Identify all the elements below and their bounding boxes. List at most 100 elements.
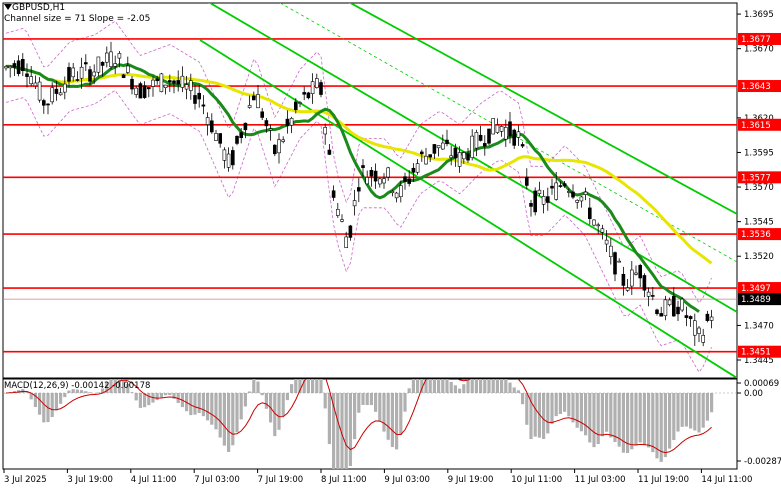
macd-histogram-bar <box>101 388 105 393</box>
time-tick-label: 7 Jul 03:00 <box>194 475 240 485</box>
candle-body <box>302 92 307 95</box>
candle-body <box>537 189 542 194</box>
macd-histogram-bar <box>521 393 525 405</box>
candle-body <box>520 144 525 147</box>
macd-histogram-bar <box>243 393 247 407</box>
macd-histogram-bar <box>71 389 75 393</box>
macd-histogram-bar <box>647 393 651 448</box>
macd-histogram-bar <box>29 393 33 400</box>
candle-body <box>646 291 651 297</box>
candle-body <box>105 52 109 63</box>
macd-histogram-bar <box>214 393 218 430</box>
candle-body <box>550 185 554 189</box>
candle-body <box>495 124 500 133</box>
candle-body <box>327 149 332 155</box>
macd-histogram-bar <box>348 393 352 467</box>
candle-body <box>461 152 466 160</box>
price-tick-label: 1.3595 <box>744 148 774 158</box>
candle-body <box>314 78 319 88</box>
macd-histogram-bar <box>542 393 546 439</box>
candle-body <box>37 81 42 101</box>
candle-body <box>671 296 676 317</box>
macd-histogram-bar <box>67 390 71 393</box>
candle-body <box>604 239 609 245</box>
channel-lower-line <box>199 39 737 378</box>
macd-histogram-bar <box>126 383 130 393</box>
macd-histogram-bar <box>626 393 630 454</box>
macd-histogram-bar <box>189 393 193 416</box>
time-tick-label: 9 Jul 03:00 <box>384 475 430 485</box>
candle-body <box>697 327 701 334</box>
candle-body <box>151 79 155 87</box>
macd-histogram-bar <box>600 393 604 437</box>
time-tick-label: 8 Jul 11:00 <box>321 475 367 485</box>
macd-histogram-bar <box>567 393 571 417</box>
candle-body <box>524 176 529 186</box>
candle-body <box>71 67 75 78</box>
candle-body <box>449 155 454 158</box>
candle-body <box>201 104 206 107</box>
time-tick-label: 9 Jul 19:00 <box>448 475 494 485</box>
candle-body <box>306 92 311 99</box>
level-label-bg <box>738 345 781 358</box>
candle-body <box>608 245 613 258</box>
lower-envelope-line <box>5 89 712 373</box>
candle-body <box>642 275 647 291</box>
symbol-label: GBPUSD,H1 <box>12 3 66 13</box>
candle-body <box>289 118 294 126</box>
candle-body <box>348 225 353 238</box>
macd-histogram-bar <box>630 393 634 450</box>
price-tick-label: 1.3520 <box>744 252 774 262</box>
macd-histogram-bar <box>164 393 168 396</box>
macd-histogram-bar <box>474 379 478 393</box>
macd-histogram-bar <box>537 393 541 438</box>
symbol-row[interactable]: GBPUSD,H1 <box>4 3 150 14</box>
candle-body <box>457 152 462 167</box>
macd-histogram-bar <box>395 393 399 450</box>
macd-histogram-bar <box>386 393 390 440</box>
macd-histogram-bar <box>458 388 462 393</box>
macd-histogram-bar <box>159 393 163 398</box>
macd-histogram-bar <box>512 387 516 393</box>
macd-histogram-bar <box>554 393 558 417</box>
candle-body <box>272 144 277 155</box>
candle-body <box>134 87 138 95</box>
macd-histogram-bar <box>117 379 121 393</box>
candle-body <box>600 228 605 233</box>
candle-body <box>428 154 433 158</box>
macd-signal-line <box>5 379 712 454</box>
macd-tick-label: 0.00069 <box>744 379 779 389</box>
macd-histogram-bar <box>516 390 520 393</box>
price-tick-label: 1.3545 <box>744 218 774 228</box>
macd-histogram-bar <box>63 393 67 398</box>
candle-body <box>100 61 105 66</box>
upper-envelope-line <box>5 20 712 304</box>
macd-histogram-bar <box>668 393 672 449</box>
macd-histogram-bar <box>96 392 100 393</box>
candle-body <box>16 60 21 74</box>
candle-body <box>96 56 101 73</box>
candle-body <box>344 236 349 249</box>
macd-histogram-bar <box>441 379 445 393</box>
candle-body <box>46 103 50 106</box>
macd-histogram-bar <box>705 393 709 421</box>
macd-histogram-bar <box>54 393 58 411</box>
macd-histogram-bar <box>378 393 382 422</box>
level-label: 1.3497 <box>741 284 771 294</box>
macd-histogram-bar <box>411 379 415 393</box>
candle-body <box>508 121 512 137</box>
macd-histogram-bar <box>235 393 239 433</box>
macd-histogram-bar <box>416 379 420 393</box>
time-tick-label: 10 Jul 11:00 <box>511 475 562 485</box>
candle-body <box>571 191 575 198</box>
main-panel-frame <box>2 2 738 379</box>
macd-histogram-bar <box>495 379 499 393</box>
macd-histogram-bar <box>365 393 369 405</box>
candle-body <box>596 224 601 227</box>
macd-histogram-bar <box>588 393 592 443</box>
candle-body <box>293 101 298 111</box>
candle-body <box>634 272 638 275</box>
level-label-bg <box>738 32 781 45</box>
candle-body <box>281 139 286 142</box>
